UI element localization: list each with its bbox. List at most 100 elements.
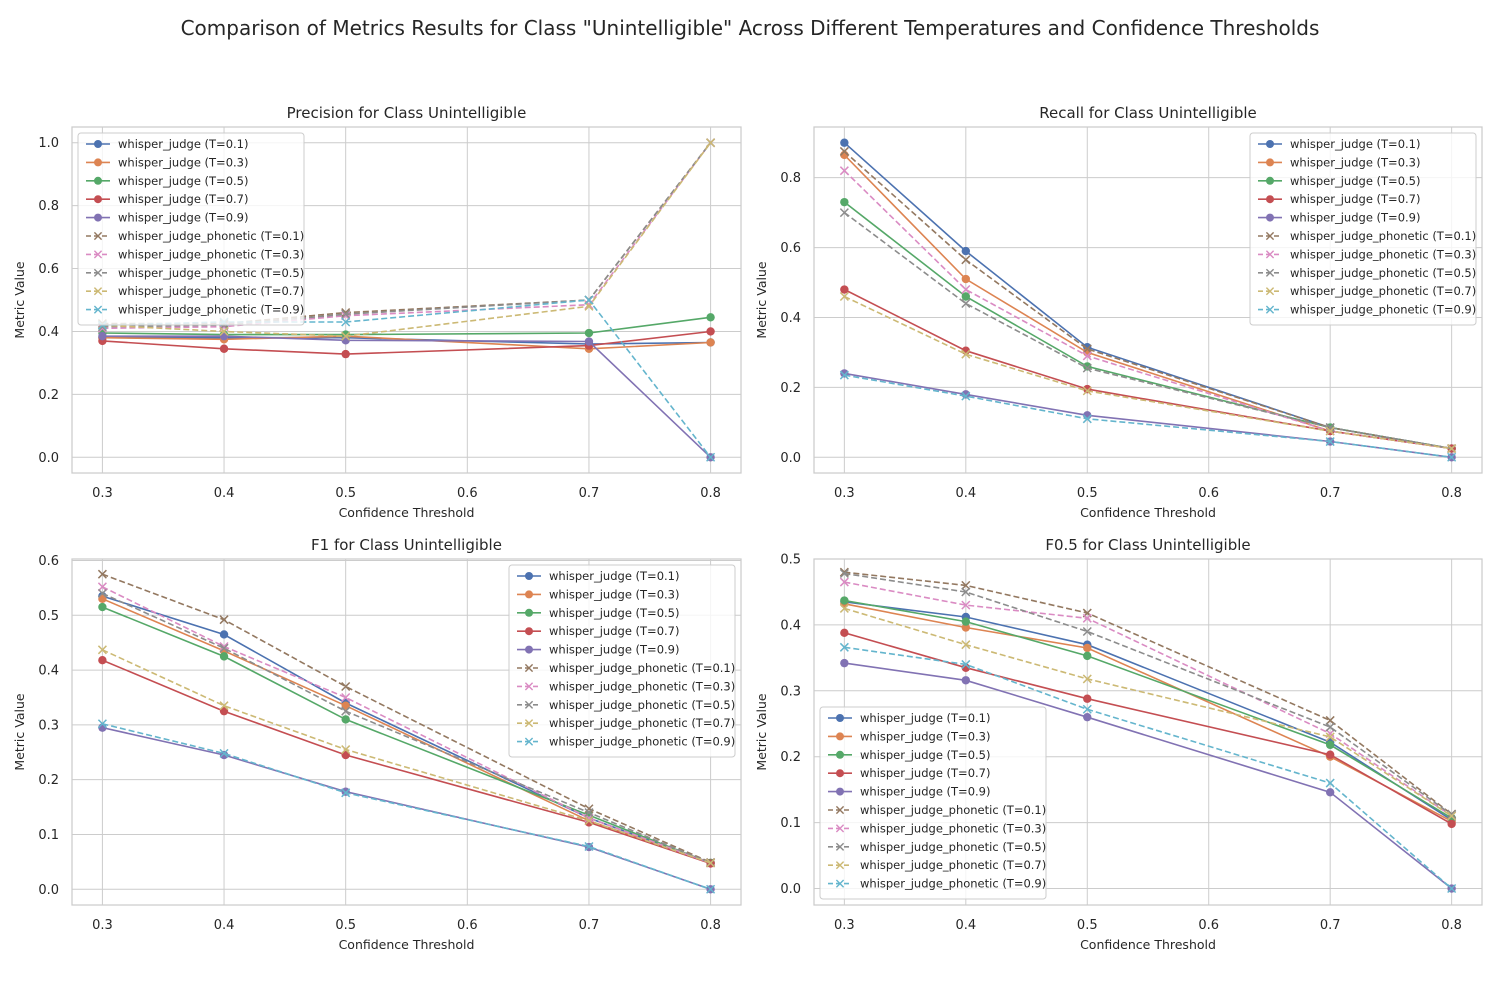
legend-entry: whisper_judge_phonetic (T=0.7) [828, 858, 1046, 872]
y-tick-label: 0.0 [780, 451, 801, 466]
series-line [97, 645, 716, 868]
legend-entry: whisper_judge (T=0.7) [517, 624, 679, 638]
subplot-3: 0.3 0.4 0.5 0.6 0.7 0.8 0.0 0.1 0.2 0.3 0.4 0.5 0.6 F… [12, 536, 742, 952]
x-tick-label: 0.6 [457, 486, 478, 501]
legend-entry: whisper_judge (T=0.9) [828, 785, 990, 799]
legend-marker [1265, 231, 1275, 241]
data-point [839, 166, 849, 176]
data-point [219, 331, 229, 341]
x-tick-label: 0.8 [700, 486, 721, 501]
legend-label: whisper_judge_phonetic (T=0.3) [860, 821, 1046, 835]
legend-label: whisper_judge_phonetic (T=0.3) [1290, 247, 1476, 261]
y-tick-label: 0.8 [38, 199, 59, 214]
legend-label: whisper_judge_phonetic (T=0.1) [860, 803, 1046, 817]
data-point [840, 596, 849, 605]
data-point [706, 138, 716, 148]
data-point [219, 652, 229, 661]
y-axis-label: Metric Value [12, 261, 27, 338]
data-point [961, 284, 971, 295]
legend-entry: whisper_judge_phonetic (T=0.3) [517, 679, 735, 693]
data-point [961, 246, 971, 256]
legend-entry: whisper_judge (T=0.1) [828, 711, 990, 725]
legend-entry: whisper_judge_phonetic (T=0.1) [86, 229, 304, 243]
y-tick-label: 0.4 [780, 311, 801, 326]
subplot-1: 0.3 0.4 0.5 0.6 0.7 0.8 0.0 0.2 0.4 0.6 0.8 1.0 Prec… [12, 104, 742, 520]
data-point [341, 349, 350, 359]
data-point [341, 681, 351, 692]
legend-marker [836, 750, 844, 759]
y-tick-label: 0.5 [38, 609, 59, 624]
x-tick-label: 0.4 [955, 486, 976, 501]
data-point [97, 582, 107, 592]
data-point [341, 336, 350, 345]
data-point [961, 349, 971, 359]
subplot-title: F1 for Class Unintelligible [311, 536, 502, 554]
series-line [840, 596, 1456, 823]
legend-box [77, 132, 305, 326]
y-tick-label: 0.6 [38, 554, 59, 569]
legend-entry: whisper_judge (T=0.3) [1258, 155, 1420, 169]
x-axis-label: Confidence Threshold [1080, 937, 1216, 952]
data-point [98, 594, 107, 604]
series-line [839, 568, 1457, 820]
data-point [839, 568, 849, 579]
data-point [1325, 778, 1335, 788]
data-point [97, 588, 107, 598]
x-tick-label: 0.8 [700, 918, 721, 933]
legend-marker [524, 682, 534, 691]
legend-marker [1266, 140, 1274, 148]
legend-marker [93, 287, 103, 296]
legend-marker [525, 608, 533, 617]
axes-frame [71, 558, 742, 906]
legend-label: whisper_judge (T=0.5) [1290, 174, 1420, 188]
series-path [102, 586, 711, 864]
data-point [219, 748, 229, 758]
data-point [961, 587, 971, 597]
legend-label: whisper_judge (T=0.5) [860, 748, 990, 762]
x-tick-label: 0.4 [214, 486, 235, 501]
legend-label: whisper_judge_phonetic (T=0.5) [860, 840, 1046, 854]
legend-marker [94, 158, 102, 167]
legend-marker [93, 250, 103, 259]
legend-label: whisper_judge (T=0.3) [1290, 155, 1420, 169]
legend-marker [525, 627, 533, 636]
data-point [1447, 810, 1457, 820]
data-point [1325, 732, 1335, 742]
data-point [706, 884, 716, 894]
x-tick-label: 0.7 [579, 918, 600, 933]
data-point [1325, 750, 1335, 759]
y-tick-label: 0.0 [780, 882, 801, 897]
legend-marker [94, 140, 102, 148]
data-point [1082, 414, 1092, 424]
data-point [961, 298, 971, 309]
data-point [839, 603, 849, 613]
data-point [341, 701, 350, 710]
data-point [961, 676, 971, 685]
y-tick-label: 0.5 [780, 553, 801, 568]
legend-entry: whisper_judge_phonetic (T=0.5) [86, 266, 304, 280]
legend-marker [835, 824, 845, 833]
legend-entry: whisper_judge (T=0.7) [1258, 192, 1420, 206]
x-tick-label: 0.8 [1441, 918, 1462, 933]
data-point [1082, 344, 1092, 354]
legend-marker [525, 645, 533, 654]
subplot-title: F0.5 for Class Unintelligible [1045, 536, 1250, 554]
data-point [1325, 715, 1335, 725]
y-tick-label: 0.4 [38, 664, 59, 679]
data-point [219, 701, 229, 711]
series-line [98, 602, 715, 868]
legend-entry: whisper_judge (T=0.1) [86, 137, 248, 151]
data-point [1083, 643, 1092, 653]
data-point [219, 630, 229, 639]
x-tick-label: 0.7 [579, 486, 600, 501]
legend-entry: whisper_judge_phonetic (T=0.1) [828, 803, 1046, 817]
legend-entry: whisper_judge (T=0.5) [1258, 174, 1420, 188]
data-point [706, 313, 715, 322]
legend-marker [525, 572, 533, 580]
data-point [97, 719, 107, 729]
data-point [1447, 811, 1457, 821]
legend-label: whisper_judge_phonetic (T=0.1) [549, 661, 735, 675]
legend-marker [1266, 176, 1274, 185]
legend-entry: whisper_judge (T=0.9) [1258, 211, 1420, 225]
